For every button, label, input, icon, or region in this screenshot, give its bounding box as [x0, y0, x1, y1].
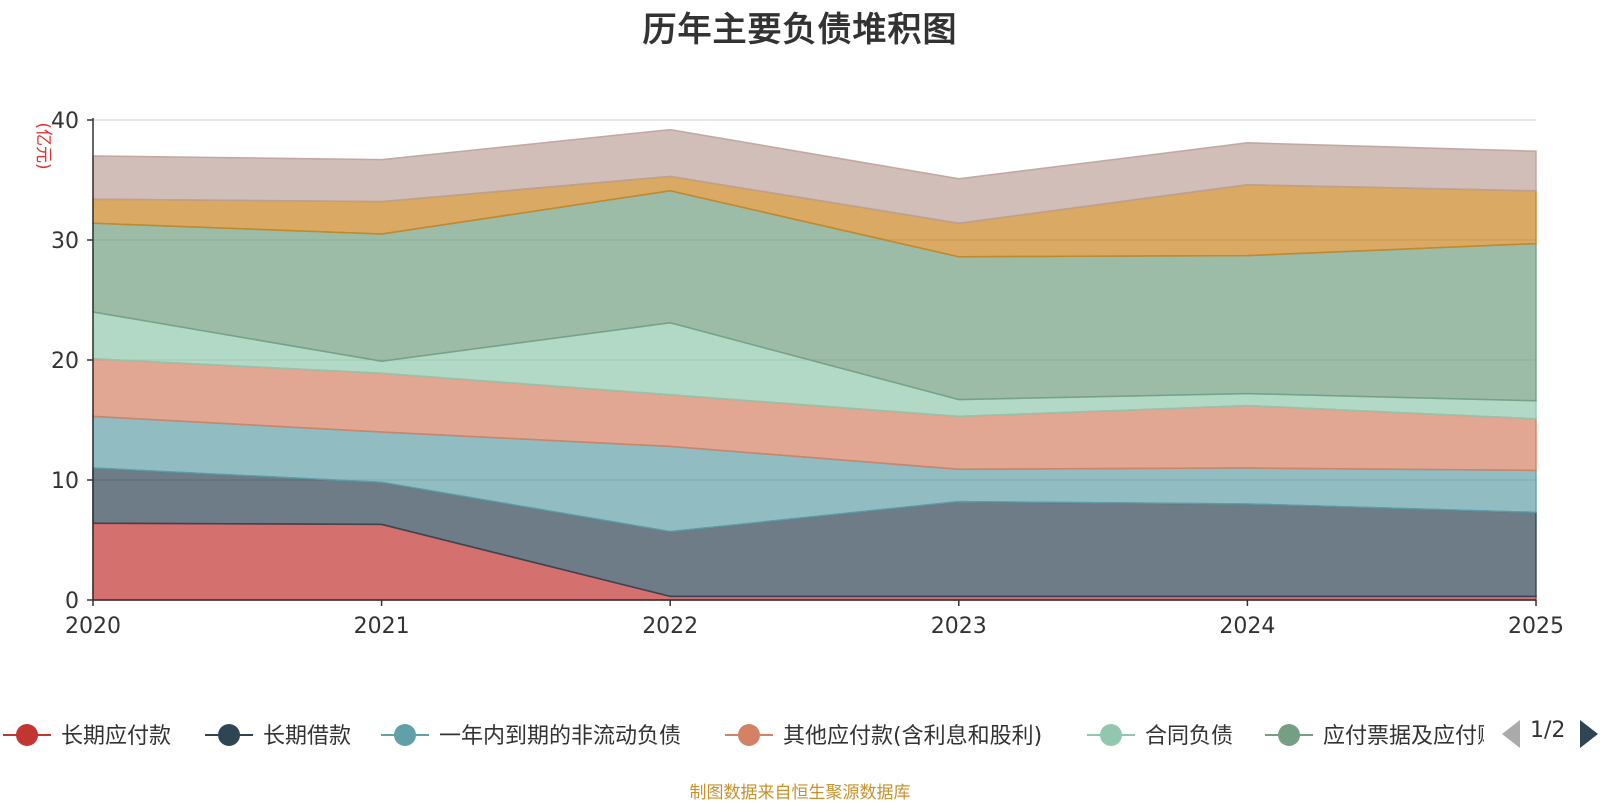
y-axis-label: (亿元): [33, 122, 53, 169]
legend-next-page-icon[interactable]: [1580, 720, 1598, 748]
legend-label-3: 其他应付款(含利息和股利): [783, 724, 1042, 749]
y-tick-label-30: 30: [51, 229, 79, 254]
legend-item-1[interactable]: 长期借款: [205, 724, 351, 749]
legend-marker-2: [394, 724, 416, 746]
source-note: 制图数据来自恒生聚源数据库: [689, 783, 911, 803]
legend-marker-1: [218, 724, 240, 746]
legend-label-0: 长期应付款: [61, 724, 171, 749]
x-tick-label-2021: 2021: [354, 614, 410, 639]
legend-label-4: 合同负债: [1145, 724, 1233, 749]
stacked-areas: [92, 128, 1537, 601]
area-series-7: [92, 128, 1537, 224]
legend-item-5[interactable]: 应付票据及应付账款: [1265, 724, 1521, 749]
legend-label-2: 一年内到期的非流动负债: [439, 724, 681, 749]
x-tick-label-2024: 2024: [1219, 614, 1275, 639]
legend-label-5: 应付票据及应付账款: [1323, 724, 1521, 749]
y-tick-label-0: 0: [65, 589, 79, 614]
legend-item-2[interactable]: 一年内到期的非流动负债: [381, 724, 681, 749]
legend-item-0[interactable]: 长期应付款: [3, 724, 171, 749]
legend-item-4[interactable]: 合同负债: [1087, 724, 1233, 749]
legend-prev-page-icon[interactable]: [1502, 720, 1520, 748]
x-tick-label-2022: 2022: [642, 614, 698, 639]
legend-marker-5: [1278, 724, 1300, 746]
chart-title: 历年主要负债堆积图: [642, 10, 958, 50]
x-tick-label-2023: 2023: [931, 614, 987, 639]
x-tick-label-2020: 2020: [65, 614, 121, 639]
legend-marker-3: [738, 724, 760, 746]
legend-marker-0: [16, 724, 38, 746]
y-tick-label-10: 10: [51, 469, 79, 494]
x-tick-label-2025: 2025: [1508, 614, 1564, 639]
legend: 长期应付款 长期借款 一年内到期的非流动负债 其他应付款(含利息和股利) 合同负债 应付票…: [3, 724, 1521, 749]
legend-pager: 1/2: [1498, 712, 1600, 752]
axes: 0 10 20 30 40 2020 2021 2022 2023 2024 2025 (亿元): [33, 109, 1564, 639]
legend-label-1: 长期借款: [263, 724, 351, 749]
legend-marker-4: [1100, 724, 1122, 746]
legend-item-3[interactable]: 其他应付款(含利息和股利): [725, 724, 1042, 749]
y-tick-label-20: 20: [51, 349, 79, 374]
legend-page-indicator: 1/2: [1530, 718, 1566, 743]
y-tick-label-40: 40: [51, 109, 79, 134]
